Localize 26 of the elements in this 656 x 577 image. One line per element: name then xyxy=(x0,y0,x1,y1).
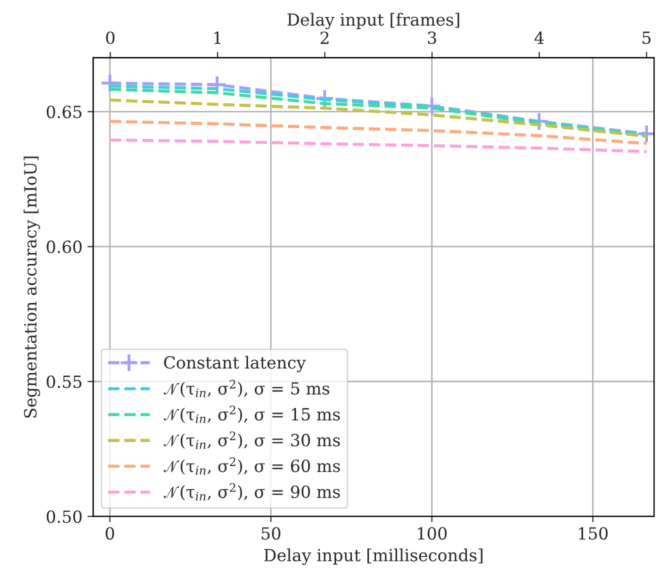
line-series xyxy=(108,120,648,146)
x2-tick-label: 3 xyxy=(428,31,436,44)
y-tick-label: 0.65 xyxy=(46,106,82,118)
x2-tick-label: 0 xyxy=(106,31,115,44)
legend-label: 𝒩(τ$_{in}$, σ$^{2}$), σ = 60 ms xyxy=(164,457,340,475)
x-axis-title: Delay input [milliseconds] xyxy=(264,548,482,565)
legend-label: Constant latency xyxy=(164,356,306,372)
line-series xyxy=(108,98,648,138)
x2-tick-label: 1 xyxy=(214,31,220,44)
line-series xyxy=(108,138,648,154)
x2-tick-label: 2 xyxy=(320,31,328,44)
x2-tick-label: 4 xyxy=(534,31,544,44)
y-axis-title: Segmentation accuracy [mIoU] xyxy=(24,156,40,418)
x2-tick-label: 5 xyxy=(642,32,651,44)
y-tick-label: 0.60 xyxy=(46,240,82,254)
legend-label: 𝒩(τ$_{in}$, σ$^{2}$), σ = 15 ms xyxy=(164,406,340,423)
legend-label: 𝒩(τ$_{in}$, σ$^{2}$), σ = 5 ms xyxy=(164,380,330,398)
x-tick-label: 100 xyxy=(418,527,447,540)
y-tick-label: 0.50 xyxy=(46,510,82,523)
y-tick-label: 0.55 xyxy=(46,375,82,388)
legend-label: 𝒩(τ$_{in}$, σ$^{2}$), σ = 30 ms xyxy=(164,431,340,449)
x-tick-label: 0 xyxy=(106,527,114,540)
legend-label: 𝒩(τ$_{in}$, σ$^{2}$), σ = 90 ms xyxy=(164,483,340,500)
x-tick-label: 50 xyxy=(262,527,280,540)
x-tick-label: 150 xyxy=(578,527,608,540)
x2-axis-title: Delay input [frames] xyxy=(288,12,460,30)
